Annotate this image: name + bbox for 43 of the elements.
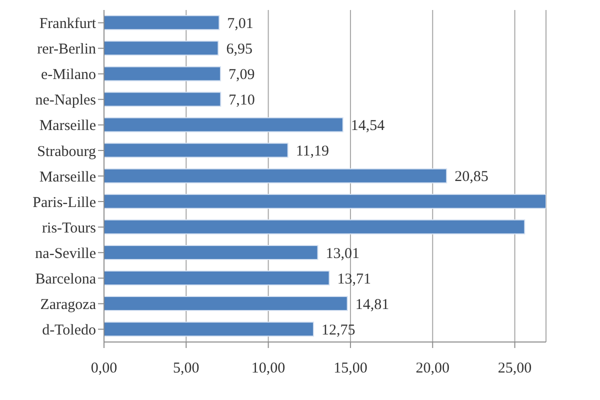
bar	[104, 296, 348, 312]
y-tick-label: Marseille	[39, 118, 96, 134]
bar	[104, 15, 220, 30]
data-label: 7,10	[228, 92, 255, 109]
data-label: 13,01	[326, 246, 360, 262]
data-label: 6,95	[226, 41, 252, 58]
y-tick-label: e-Milano	[41, 67, 96, 84]
data-label: 7,01	[227, 16, 254, 32]
y-tick-label: ris-Tours	[42, 220, 96, 236]
y-tick-label: ne-Naples	[35, 92, 96, 109]
y-tick-label: d-Toledo	[42, 322, 96, 339]
data-label: 11,19	[296, 144, 330, 160]
bar	[104, 117, 344, 132]
y-tick-label: Zaragoza	[40, 297, 96, 314]
x-tick-label: 20,00	[416, 360, 450, 377]
bar	[104, 168, 448, 184]
x-tick-label: 5,00	[173, 360, 200, 377]
bar	[104, 194, 546, 209]
y-tick-label: Strabourg	[37, 144, 96, 160]
data-label: 20,85	[454, 169, 488, 186]
y-tick-label: na-Seville	[35, 246, 96, 262]
bar	[104, 92, 222, 107]
y-tick-label: Marseille	[39, 169, 96, 186]
bar	[104, 142, 288, 158]
data-label: 14,54	[350, 118, 386, 134]
bar	[104, 40, 219, 56]
y-tick-label: rer-Berlin	[37, 42, 96, 58]
bar	[104, 270, 330, 286]
bar	[104, 244, 318, 260]
data-label: 7,09	[228, 67, 255, 84]
x-tick-label: 25,00	[498, 360, 532, 377]
y-tick-label: Paris-Lille	[32, 194, 96, 211]
x-tick-label: 15,00	[334, 360, 368, 377]
x-tick-label: 0,00	[90, 360, 118, 377]
data-label: 12,75	[322, 322, 356, 338]
data-label: 14,81	[355, 296, 390, 313]
data-label: 13,71	[337, 271, 372, 288]
y-tick-label: Barcelona	[35, 271, 96, 288]
bar	[104, 322, 314, 337]
x-tick-label: 10,00	[251, 360, 286, 377]
y-tick-label: Frankfurt	[39, 16, 97, 32]
bar	[104, 66, 221, 82]
bar	[104, 219, 526, 234]
